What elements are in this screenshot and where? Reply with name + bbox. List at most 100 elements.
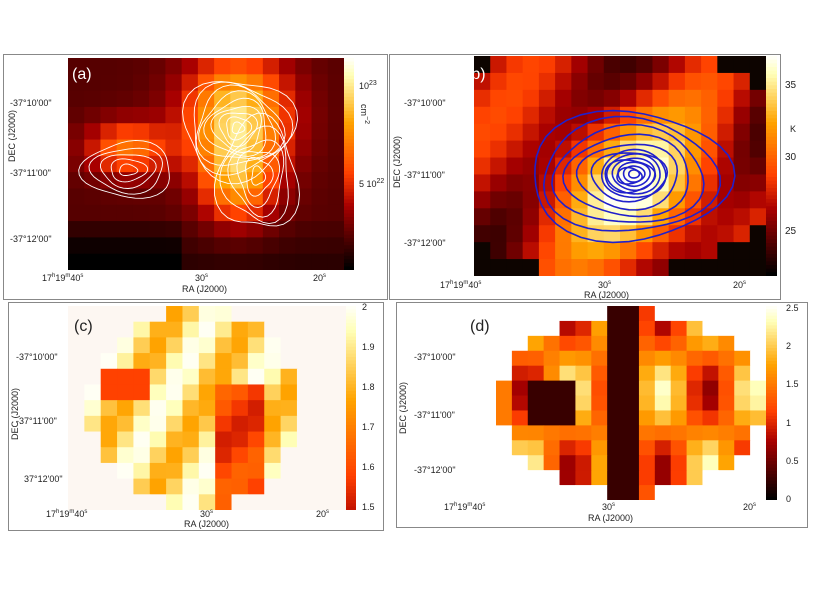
map-pixel xyxy=(198,431,216,448)
map-pixel xyxy=(313,494,331,510)
map-pixel xyxy=(117,415,134,433)
map-pixel xyxy=(506,242,524,260)
map-pixel xyxy=(214,139,231,157)
colorbar-unit: K xyxy=(790,124,797,134)
map-pixel xyxy=(543,470,561,486)
map-pixel xyxy=(766,393,777,398)
map-pixel xyxy=(766,448,777,452)
contour-line xyxy=(213,112,300,227)
map-pixel xyxy=(280,462,298,480)
map-pixel xyxy=(84,462,102,480)
map-pixel xyxy=(117,494,134,510)
map-pixel xyxy=(182,306,200,323)
map-pixel xyxy=(84,123,101,141)
contour-line xyxy=(88,147,163,195)
map-pixel xyxy=(766,111,777,116)
map-pixel xyxy=(638,485,656,500)
map-pixel xyxy=(684,89,702,108)
map-pixel xyxy=(344,234,354,239)
map-pixel xyxy=(733,140,751,159)
map-pixel xyxy=(684,72,702,91)
colorbar-tick: 30 xyxy=(785,152,797,163)
map-pixel xyxy=(344,224,354,229)
map-pixel xyxy=(474,225,491,243)
map-pixel xyxy=(766,367,777,372)
map-pixel xyxy=(344,103,354,108)
map-pixel xyxy=(575,470,592,486)
map-pixel xyxy=(346,394,356,399)
map-pixel xyxy=(313,306,331,323)
map-pixel xyxy=(313,447,331,464)
map-pixel xyxy=(670,320,688,337)
map-pixel xyxy=(313,415,331,433)
map-pixel xyxy=(327,188,344,206)
colorbar-tick: 1.7 xyxy=(362,422,375,432)
contour-line xyxy=(562,133,689,218)
map-pixel xyxy=(766,210,777,215)
map-pixel xyxy=(149,494,167,510)
map-pixel xyxy=(511,306,529,322)
map-pixel xyxy=(654,485,672,500)
map-pixel xyxy=(733,72,751,91)
map-pixel xyxy=(182,368,200,385)
map-pixel xyxy=(522,56,540,74)
map-pixel xyxy=(346,489,356,494)
map-pixel xyxy=(702,425,719,441)
map-pixel xyxy=(264,337,282,354)
map-pixel xyxy=(346,448,356,453)
map-pixel xyxy=(527,410,545,426)
map-pixel xyxy=(496,470,513,486)
map-pixel xyxy=(230,204,248,222)
map-pixel xyxy=(636,123,653,142)
map-pixel xyxy=(68,139,85,157)
map-pixel xyxy=(750,350,766,367)
map-pixel xyxy=(132,172,150,189)
map-pixel xyxy=(346,387,356,392)
x-tick: 30s xyxy=(598,280,612,290)
map-pixel xyxy=(559,455,576,471)
map-pixel xyxy=(100,155,118,173)
map-pixel xyxy=(591,485,608,500)
map-pixel xyxy=(490,174,507,192)
map-pixel xyxy=(686,440,703,456)
map-pixel xyxy=(636,259,653,276)
map-pixel xyxy=(165,204,183,222)
map-pixel xyxy=(84,321,102,338)
map-pixel xyxy=(346,384,356,389)
map-pixel xyxy=(575,410,592,426)
map-pixel xyxy=(702,365,719,382)
map-pixel xyxy=(734,350,751,367)
map-pixel xyxy=(116,221,134,238)
map-pixel xyxy=(346,350,356,355)
map-pixel xyxy=(686,350,703,367)
map-pixel xyxy=(166,447,183,464)
contour-line xyxy=(575,143,679,211)
map-pixel xyxy=(344,118,354,123)
map-pixel xyxy=(264,415,282,433)
panel-label: (d) xyxy=(470,318,490,335)
map-pixel xyxy=(346,472,356,477)
map-pixel xyxy=(538,140,556,159)
map-pixel xyxy=(327,172,344,189)
contour-line xyxy=(600,148,667,199)
map-pixel xyxy=(766,129,777,134)
map-pixel xyxy=(346,333,356,338)
map-pixel xyxy=(766,228,777,233)
map-pixel xyxy=(686,320,703,337)
x-tick: 20s xyxy=(316,509,330,519)
map-pixel xyxy=(638,306,656,322)
map-pixel xyxy=(149,221,166,238)
map-pixel xyxy=(496,380,513,397)
map-pixel xyxy=(623,410,640,426)
map-pixel xyxy=(116,123,134,141)
map-pixel xyxy=(295,139,313,157)
map-pixel xyxy=(313,368,331,385)
map-pixel xyxy=(733,242,751,260)
map-pixel xyxy=(571,259,589,276)
map-pixel xyxy=(750,440,766,456)
map-pixel xyxy=(591,350,608,367)
map-pixel xyxy=(506,140,524,159)
map-pixel xyxy=(623,440,640,456)
map-pixel xyxy=(527,350,545,367)
map-pixel xyxy=(198,384,216,401)
